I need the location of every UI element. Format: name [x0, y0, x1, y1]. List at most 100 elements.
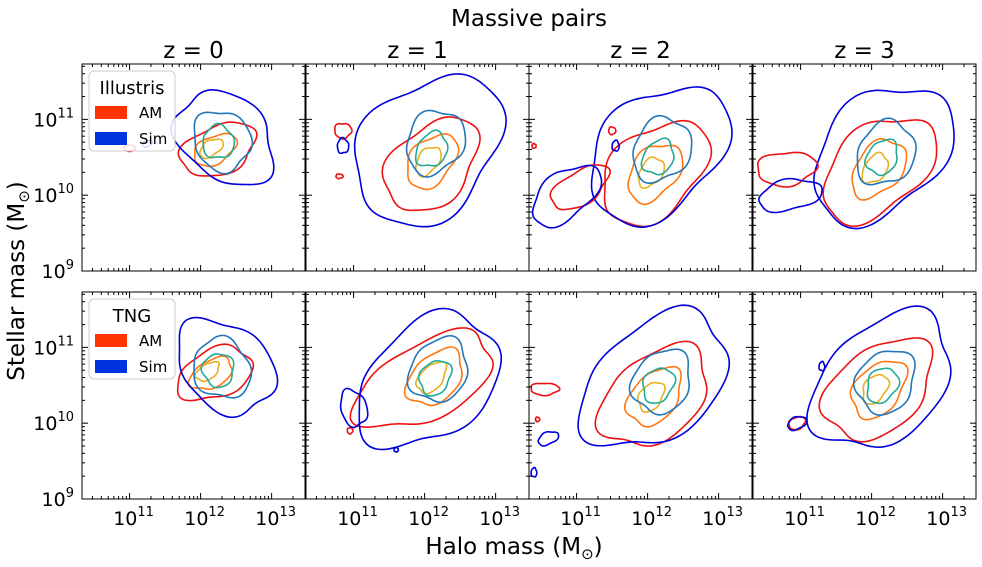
sim-contour-level-1: [813, 89, 955, 230]
x-axis-label-sun-symbol: ⊙: [581, 545, 594, 563]
sim-contour-level-2: [406, 334, 469, 404]
y-tick-label: 1011: [33, 334, 74, 359]
x-axis-label-close: ): [594, 534, 603, 560]
am-contour-level-1: [818, 337, 934, 443]
column-title: z = 1: [387, 38, 448, 64]
am-contour-level-3: [199, 138, 224, 160]
y-tick-label: 1011: [33, 106, 74, 131]
sim-contour-level-1: [178, 316, 279, 419]
tick-exponent: 11: [584, 505, 601, 520]
sim-contour-level-3: [417, 359, 453, 397]
x-tick-label: 1013: [255, 505, 296, 530]
legend-swatch-sim: [95, 132, 127, 145]
x-tick-label: 1011: [113, 505, 154, 530]
am-contour-level-1: [381, 116, 481, 212]
tick-exponent: 12: [655, 505, 672, 520]
y-tick-label: 1010: [33, 410, 74, 435]
panel-frame: [305, 291, 530, 500]
sim-contour-level-2: [193, 111, 254, 175]
column-title: z = 3: [834, 38, 895, 64]
sim-contour-level-3: [642, 367, 677, 404]
tick-base: 10: [33, 413, 57, 435]
sim-contour-island: [758, 177, 823, 214]
legend: Illustris AM Sim: [88, 70, 176, 152]
am-contour-level-3: [414, 360, 448, 395]
am-contour-level-3: [194, 360, 220, 383]
y-axis-label-close: ): [4, 181, 30, 190]
sim-contour-island: [818, 360, 826, 372]
tick-base: 10: [855, 508, 879, 530]
x-tick-label: 1011: [784, 505, 825, 530]
sim-contour-level-2: [852, 350, 916, 416]
y-axis-label: Stellar mass (M⊙): [4, 181, 33, 381]
column-titles: z = 0 z = 1 z = 2 z = 3: [163, 38, 895, 64]
y-tick-label: 109: [42, 486, 74, 511]
tick-exponent: 12: [432, 505, 449, 520]
panel-r1-c3: 1011 1012 1013: [752, 291, 977, 530]
sim-contour-level-1: [577, 304, 731, 447]
tick-base: 10: [42, 489, 66, 511]
legend-label-sim: Sim: [139, 358, 167, 376]
tick-exponent: 13: [950, 505, 967, 520]
legend-label-am: AM: [139, 332, 162, 350]
am-contour-island: [335, 172, 344, 180]
legend-label-am: AM: [139, 104, 162, 122]
x-tick-label: 1012: [408, 505, 449, 530]
sim-contour-island: [786, 415, 808, 432]
tick-base: 10: [631, 508, 655, 530]
x-tick-label: 1013: [702, 505, 743, 530]
sim-contour-level-3: [864, 138, 898, 177]
am-contour-level-2: [851, 137, 908, 201]
am-contour-level-2: [627, 144, 684, 206]
sim-contour-level-1: [170, 89, 275, 186]
sim-contour-level-2: [628, 348, 690, 416]
tick-exponent: 11: [57, 334, 74, 349]
tick-exponent: 9: [66, 486, 74, 501]
tick-exponent: 11: [137, 505, 154, 520]
tick-base: 10: [255, 508, 279, 530]
tick-base: 10: [33, 109, 57, 131]
sim-contour-level-2: [405, 109, 467, 178]
x-tick-label: 1012: [631, 505, 672, 530]
tick-exponent: 12: [879, 505, 896, 520]
figure-suptitle: Massive pairs: [451, 6, 607, 32]
am-contour-level-2: [403, 346, 463, 407]
sim-contour-island: [531, 164, 603, 229]
tick-base: 10: [33, 337, 57, 359]
legend-title: TNG: [112, 306, 151, 327]
legend-title: Illustris: [100, 78, 165, 99]
panels: 10910101011IllustrisAMSim109101010111011…: [33, 63, 977, 530]
panel-frame: [528, 291, 753, 500]
tick-base: 10: [337, 508, 361, 530]
panel-r0-c2: [528, 63, 753, 272]
sim-contour-level-1: [590, 86, 733, 228]
tick-exponent: 13: [503, 505, 520, 520]
sim-contour-level-3: [200, 353, 235, 389]
y-axis-label-sun-symbol: ⊙: [15, 190, 33, 203]
sim-contour-level-2: [193, 334, 253, 399]
tick-exponent: 11: [361, 505, 378, 520]
tick-base: 10: [926, 508, 950, 530]
tick-base: 10: [113, 508, 137, 530]
am-contour-island: [607, 125, 617, 136]
am-contour-island: [534, 416, 541, 423]
am-contour-island: [530, 382, 561, 397]
x-tick-label: 1012: [855, 505, 896, 530]
tick-base: 10: [408, 508, 432, 530]
sim-contour-island: [537, 430, 560, 447]
x-tick-label: 1013: [926, 505, 967, 530]
x-axis-label-text: Halo mass (M: [425, 534, 581, 560]
column-title: z = 2: [610, 38, 671, 64]
x-tick-label: 1012: [184, 505, 225, 530]
am-contour-level-2: [193, 132, 239, 168]
sim-contour-level-3: [414, 129, 449, 167]
x-tick-label: 1011: [337, 505, 378, 530]
sim-contour-level-1: [358, 307, 503, 451]
am-contour-level-2: [407, 133, 460, 191]
tick-exponent: 11: [808, 505, 825, 520]
sim-contour-level-2: [632, 114, 693, 185]
am-contour-level-1: [177, 121, 258, 177]
sim-contour-level-3: [202, 122, 236, 159]
